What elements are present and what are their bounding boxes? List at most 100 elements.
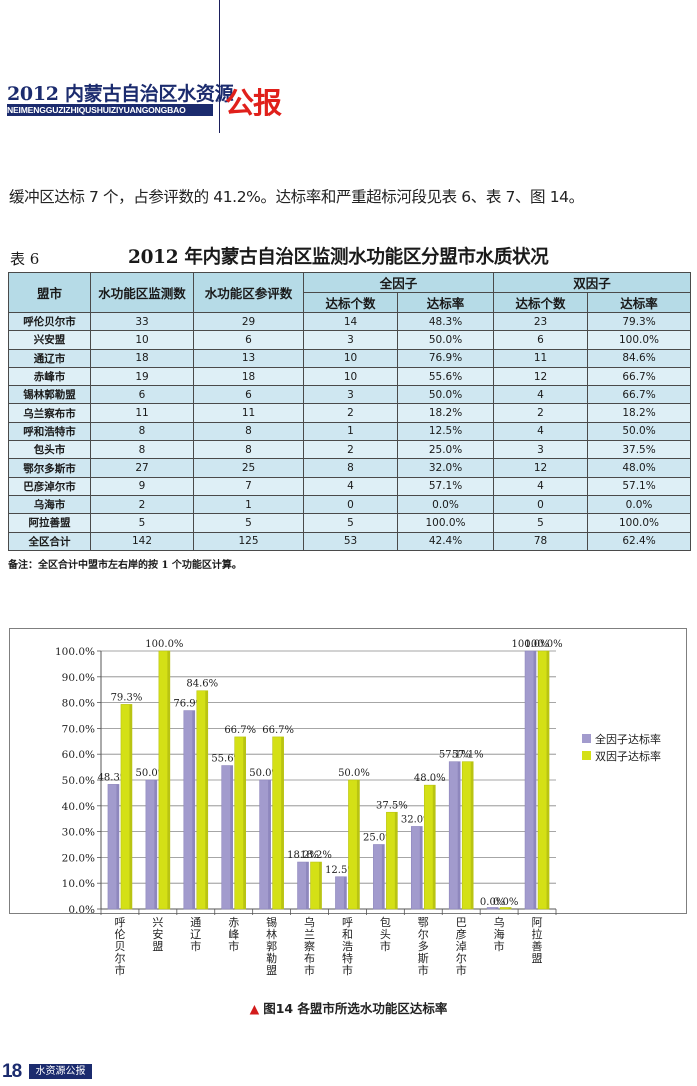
table-cell: 7 <box>193 476 304 496</box>
table-cell: 0.0% <box>396 494 495 515</box>
category-label-char: 浩 <box>342 940 353 953</box>
data-label: 100.0% <box>145 639 183 650</box>
category-label-char: 多 <box>418 939 429 953</box>
y-tick-label: 10.0% <box>62 878 95 890</box>
header-all-rate: 达标率 <box>396 292 495 313</box>
bar-shade <box>546 651 550 909</box>
table-cell: 11 <box>493 348 589 368</box>
bar-shade <box>356 780 360 909</box>
body-paragraph: 缓冲区达标 7 个，占参评数的 41.2%。达标率和严重超标河段见表 6、表 7… <box>9 188 584 206</box>
category-label-char: 盟 <box>532 952 543 965</box>
row-city-cell: 鄂尔多斯市 <box>8 458 91 478</box>
category-label-char: 特 <box>342 951 353 965</box>
y-tick-label: 100.0% <box>55 646 95 658</box>
report-title: 2012 内蒙古自治区水资源 <box>7 83 234 105</box>
category-label-char: 乌 <box>304 915 315 929</box>
chart-border <box>9 628 687 914</box>
table-cell: 8 <box>193 421 304 442</box>
bar-shade <box>230 765 233 909</box>
data-label: 50.0% <box>338 768 370 779</box>
table-cell: 66.7% <box>587 385 692 405</box>
table-cell: 10 <box>303 366 398 387</box>
table-cell: 3 <box>303 330 398 350</box>
category-label-char: 尔 <box>456 952 467 965</box>
data-label: 25.0% <box>363 833 395 844</box>
category-label-char: 兰 <box>304 928 315 941</box>
row-city-cell: 兴安盟 <box>8 330 91 350</box>
y-tick-label: 50.0% <box>62 775 95 787</box>
category-label-char: 郭 <box>266 940 277 953</box>
bar-shade <box>495 907 499 909</box>
data-label: 66.7% <box>224 725 256 736</box>
table-cell: 62.4% <box>587 531 692 551</box>
table-cell: 10 <box>303 348 398 368</box>
table-cell: 9 <box>90 476 194 496</box>
table-cell: 50.0% <box>396 385 495 405</box>
table-row: 乌海市 2 1 0 0.0% 0 0.0% <box>8 494 692 515</box>
data-label: 84.6% <box>186 679 218 690</box>
table-row: 呼伦贝尔市 33 29 14 48.3% 23 79.3% <box>8 311 692 332</box>
category-label-char: 市 <box>190 939 201 953</box>
table-cell: 50.0% <box>396 330 495 350</box>
table-row: 呼和浩特市 8 8 1 12.5% 4 50.0% <box>8 421 692 442</box>
bar-shade <box>154 780 157 909</box>
table-cell: 100.0% <box>396 513 495 533</box>
table-cell: 0 <box>493 494 589 515</box>
data-label: 18.2% <box>300 850 332 861</box>
data-label: 57.1% <box>452 750 484 761</box>
category-label-char: 市 <box>456 963 467 977</box>
data-label: 100.0% <box>511 639 549 650</box>
row-city-cell: 锡林郭勒盟 <box>8 385 91 405</box>
row-city-cell: 呼伦贝尔市 <box>8 311 91 332</box>
table-cell: 57.1% <box>587 476 692 496</box>
category-label-char: 林 <box>266 927 277 941</box>
data-label: 48.3% <box>98 772 130 783</box>
row-city-cell: 全区合计 <box>8 531 91 551</box>
category-label-char: 海 <box>494 927 505 941</box>
table-cell: 55.6% <box>396 366 495 387</box>
table-cell: 84.6% <box>587 348 692 368</box>
bar-shade <box>419 826 423 909</box>
category-label-char: 尔 <box>418 928 429 941</box>
table-cell: 25 <box>193 458 304 478</box>
category-label-char: 市 <box>342 963 353 977</box>
legend-swatch <box>582 751 591 760</box>
table-cell: 79.3% <box>587 311 692 332</box>
y-tick-label: 80.0% <box>62 698 95 710</box>
report-type: 公报 <box>225 86 282 120</box>
category-label-char: 乌 <box>494 915 505 929</box>
table-cell: 66.7% <box>587 366 692 387</box>
table-cell: 33 <box>90 311 194 332</box>
data-label: 50.0% <box>249 768 281 779</box>
bar-shade <box>457 761 461 909</box>
bar-dual-factor <box>120 704 133 910</box>
category-label-char: 市 <box>114 963 125 977</box>
header-all-count: 达标个数 <box>303 292 398 313</box>
bar-shade <box>116 784 119 909</box>
table-note: 备注：全区合计中盟市左右岸的按 1 个功能区计算。 <box>8 560 242 571</box>
bar-shade <box>167 651 170 909</box>
table-row: 鄂尔多斯市 27 25 8 32.0% 12 48.0% <box>8 458 692 478</box>
category-label-char: 锡 <box>266 915 277 929</box>
table-cell: 125 <box>193 531 304 551</box>
table-cell: 2 <box>90 494 194 515</box>
data-label: 100.0% <box>524 639 562 650</box>
data-label: 12.5% <box>325 865 357 876</box>
category-label-char: 包 <box>380 916 391 929</box>
bar-shade <box>319 862 322 909</box>
row-city-cell: 阿拉善盟 <box>8 513 91 533</box>
bar-shade <box>243 736 246 909</box>
table-cell: 4 <box>303 476 398 496</box>
bar-shade <box>432 785 436 909</box>
category-label-char: 市 <box>494 939 505 953</box>
bar-shade <box>343 876 347 909</box>
data-label: 18.2% <box>287 850 319 861</box>
table-cell: 18.2% <box>587 403 692 423</box>
bar-shade <box>306 862 309 909</box>
bar-shade <box>129 704 132 909</box>
category-label-char: 市 <box>418 963 429 977</box>
table-label: 表 6 <box>10 250 40 268</box>
row-city-cell: 呼和浩特市 <box>8 421 91 442</box>
category-label-char: 和 <box>342 928 353 941</box>
header-city: 盟市 <box>8 272 91 313</box>
